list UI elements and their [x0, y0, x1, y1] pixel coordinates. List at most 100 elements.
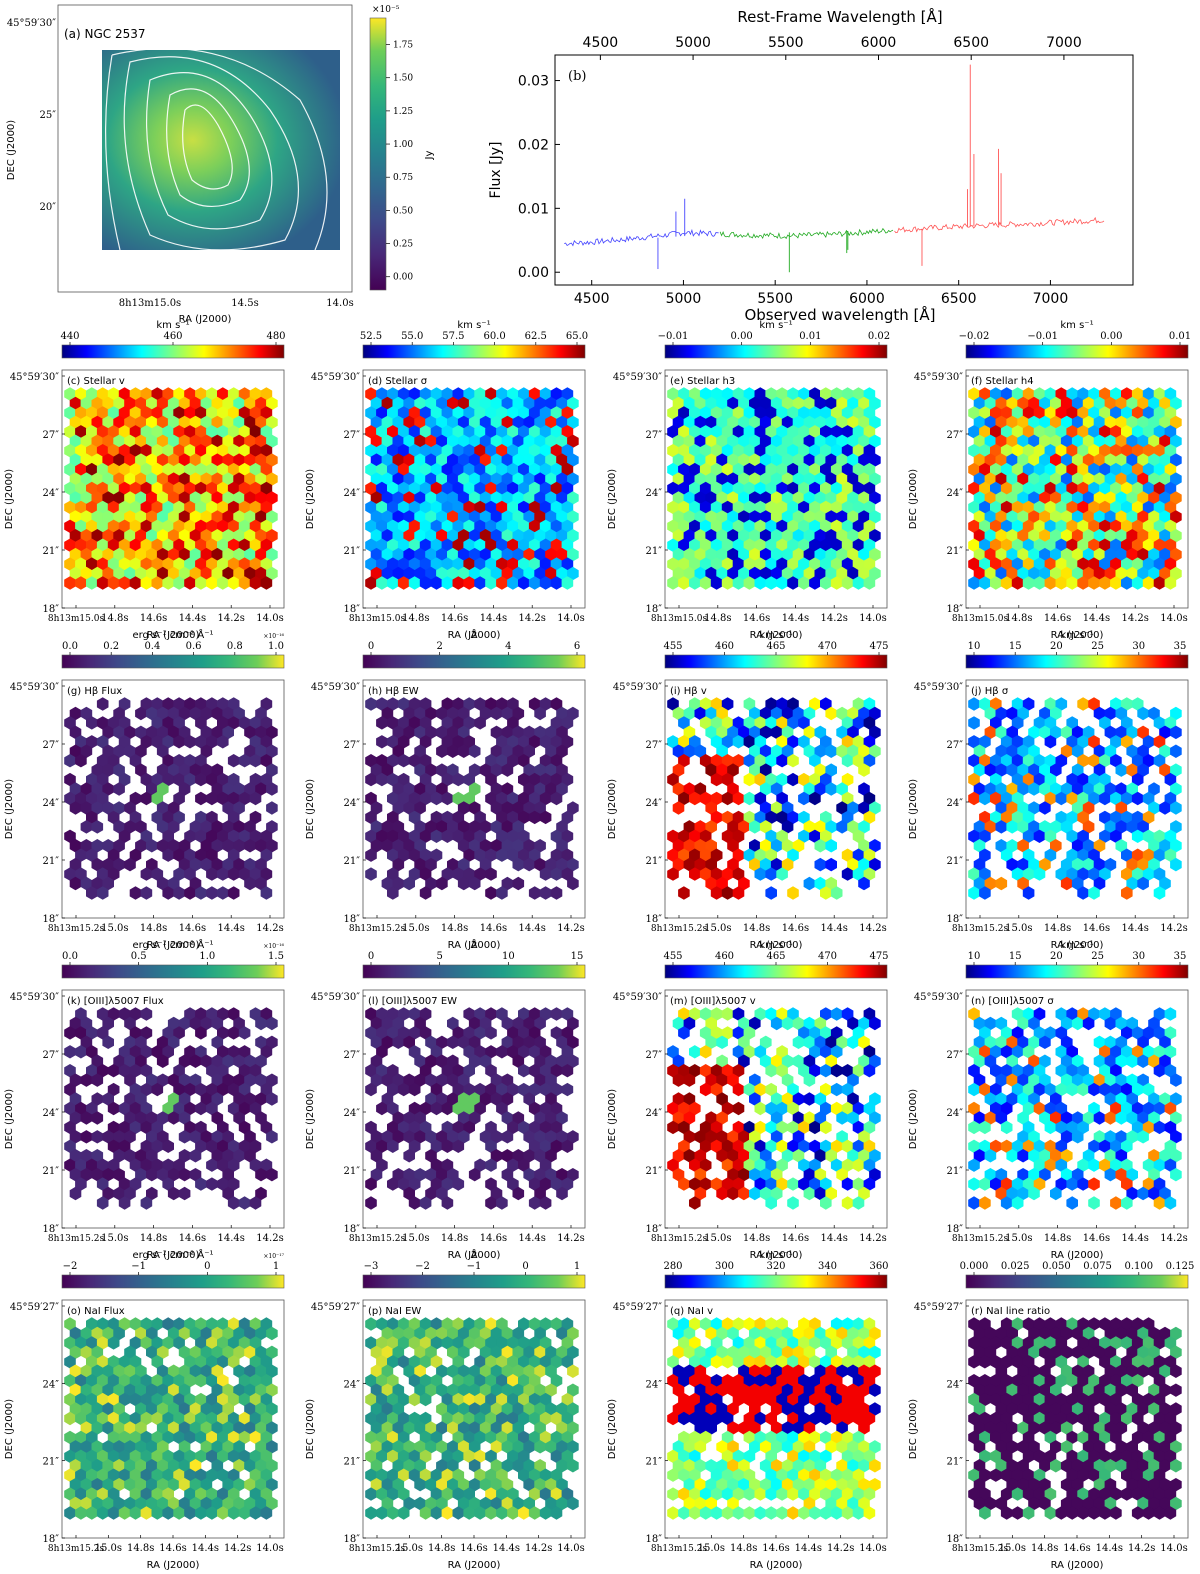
panel-b-toptick-label: 5000	[675, 35, 711, 51]
hex-cell	[847, 744, 859, 758]
hex-cell	[995, 396, 1008, 411]
hex-cell	[1170, 1111, 1182, 1125]
hex-cell	[1131, 1101, 1144, 1116]
hex-cell	[776, 1120, 788, 1135]
hex-cell	[75, 481, 87, 496]
hex-cell	[184, 519, 196, 533]
hex-cell	[567, 857, 579, 872]
hex-cell	[561, 481, 574, 496]
panel-b-ytick-label: 0.00	[518, 265, 549, 281]
hex-cell	[749, 857, 761, 872]
hex-cell	[501, 1459, 514, 1473]
hex-cell	[534, 1459, 546, 1473]
hex-cell	[798, 557, 810, 571]
hex-cell	[227, 1139, 240, 1153]
hex-cell	[135, 1054, 147, 1068]
hex-cell	[113, 1149, 125, 1163]
hex-cell	[75, 1026, 87, 1040]
hex-cell	[447, 1035, 459, 1049]
hex-cell	[716, 1035, 728, 1049]
hex-cell	[979, 1082, 991, 1097]
hex-cell	[365, 1468, 377, 1482]
hex-cell	[496, 829, 508, 843]
hex-cell	[512, 472, 525, 486]
hex-cell	[512, 1421, 525, 1435]
hex-cell	[689, 500, 701, 515]
hex-cell	[694, 857, 707, 872]
panel-a-contours	[105, 47, 328, 251]
hex-cell	[973, 491, 986, 505]
hex-cell	[710, 772, 723, 787]
hex-cell	[260, 1317, 273, 1331]
hex-cell	[135, 820, 147, 834]
hex-cell	[430, 576, 443, 590]
hex-cell	[518, 1007, 530, 1021]
hex-cell	[249, 406, 262, 420]
hex-cell	[479, 1383, 492, 1397]
hex-cell	[162, 1449, 174, 1463]
hex-cell	[1126, 1186, 1138, 1201]
panel-j-xtick-label: 14.6s	[1083, 923, 1110, 934]
hex-cell	[381, 1402, 394, 1416]
hex-cell	[721, 406, 734, 420]
hex-cell	[798, 519, 810, 533]
hex-cell	[107, 444, 120, 458]
hex-cell	[447, 1073, 459, 1087]
hex-cell	[820, 1139, 832, 1153]
hex-cell	[238, 1082, 251, 1097]
hex-cell	[233, 529, 245, 543]
hex-cell	[419, 557, 432, 571]
panel-a-xtick-1: 8h13m15.0s	[119, 298, 181, 309]
panel-n-ytick-label: 45°59′30″	[914, 992, 963, 1003]
hex-cell	[387, 1007, 399, 1021]
hex-cell	[770, 801, 783, 815]
hex-cell	[1011, 519, 1024, 533]
hex-cell	[1121, 387, 1133, 401]
hex-cell	[825, 782, 837, 796]
hex-cell	[392, 1440, 405, 1454]
hex-cell	[1164, 462, 1177, 477]
hex-cell	[419, 697, 432, 711]
hex-cell	[852, 1196, 865, 1210]
hex-cell	[523, 1016, 535, 1031]
hex-cell	[1142, 1177, 1155, 1191]
hex-cell	[146, 1111, 158, 1125]
hex-cell	[173, 867, 185, 881]
hex-cell	[759, 434, 772, 448]
hex-cell	[113, 415, 125, 430]
hex-cell	[1082, 472, 1095, 486]
hex-cell	[567, 491, 579, 505]
hex-cell	[266, 744, 278, 758]
hex-cell	[184, 481, 196, 496]
hex-cell	[765, 886, 777, 900]
hex-cell	[206, 810, 218, 825]
hex-cell	[716, 1111, 728, 1125]
hex-cell	[1055, 1007, 1068, 1021]
hex-cell	[86, 425, 98, 439]
hex-cell	[792, 1016, 805, 1031]
hex-cell	[102, 1016, 114, 1031]
hex-cell	[1044, 1139, 1057, 1153]
hex-cell	[206, 462, 218, 477]
hex-cell	[814, 1035, 827, 1049]
hex-cell	[365, 1026, 377, 1040]
hex-cell	[195, 1045, 207, 1059]
hex-cell	[244, 1459, 256, 1473]
panel-k-xtick-label: 14.2s	[256, 1233, 283, 1244]
hex-cell	[485, 1411, 497, 1426]
hex-cell	[1022, 754, 1035, 768]
hex-cell	[732, 1120, 745, 1135]
hex-cell	[414, 453, 426, 467]
hex-cell	[984, 763, 997, 777]
hex-cell	[1153, 829, 1166, 843]
hex-cell	[490, 1402, 503, 1416]
hex-cell	[75, 1506, 87, 1520]
hex-cell	[1033, 1007, 1046, 1021]
hex-cell	[452, 1064, 465, 1078]
hex-cell	[151, 557, 164, 571]
hex-cell	[381, 876, 394, 891]
hex-cell	[408, 810, 421, 825]
hex-cell	[403, 547, 415, 562]
panel-c-cbar-label: km s⁻¹	[156, 320, 189, 331]
hex-cell	[387, 481, 399, 496]
